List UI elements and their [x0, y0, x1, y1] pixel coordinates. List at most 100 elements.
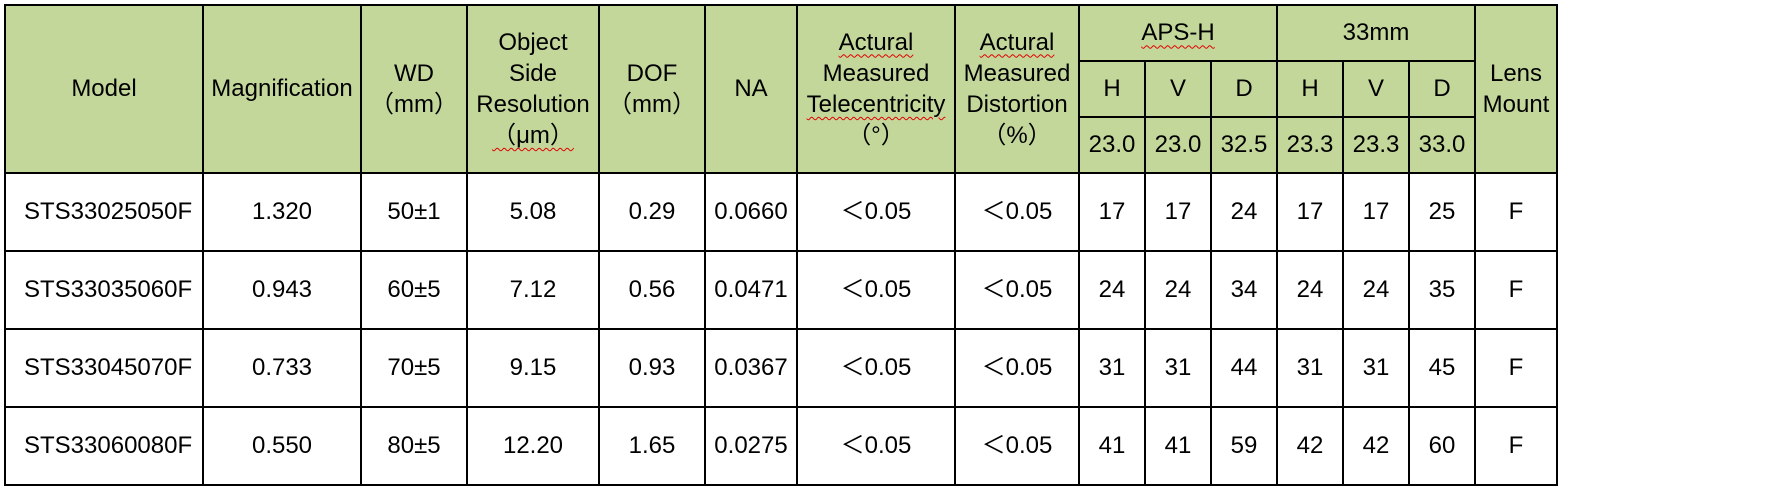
table-row: STS33045070F 0.733 70±5 9.15 0.93 0.0367…	[4, 328, 1558, 408]
header-aps-h: APS-H	[1078, 4, 1278, 62]
cell-33mm-h: 31	[1276, 328, 1344, 408]
header-aps-h-v-size: 23.0	[1144, 116, 1212, 174]
lens-spec-table: Model Magnification WD （mm） Object Side …	[4, 4, 1558, 486]
header-wd-line-2: （mm）	[370, 91, 458, 118]
header-lens-mount: Lens Mount	[1474, 4, 1558, 174]
cell-aps-h-d: 44	[1210, 328, 1278, 408]
cell-dof: 0.56	[598, 250, 706, 330]
header-dof-line-1: DOF	[626, 59, 678, 87]
header-wd: WD （mm）	[360, 4, 468, 174]
cell-33mm-v: 31	[1342, 328, 1410, 408]
cell-aps-h-h: 17	[1078, 172, 1146, 252]
cell-telecentricity: ＜0.05	[796, 406, 956, 486]
header-33mm-h: H	[1276, 60, 1344, 118]
header-na: NA	[704, 4, 798, 174]
cell-model: STS33045070F	[4, 328, 204, 408]
header-telecentricity-line-1: Actural	[838, 28, 914, 56]
cell-magnification: 1.320	[202, 172, 362, 252]
cell-resolution: 7.12	[466, 250, 600, 330]
cell-33mm-h: 17	[1276, 172, 1344, 252]
table-row: STS33035060F 0.943 60±5 7.12 0.56 0.0471…	[4, 250, 1558, 330]
header-telecentricity-line-2: Measured	[822, 59, 930, 87]
cell-aps-h-h: 24	[1078, 250, 1146, 330]
header-telecentricity: Actural Measured Telecentricity （°）	[796, 4, 956, 174]
cell-wd: 80±5	[360, 406, 468, 486]
cell-dof: 1.65	[598, 406, 706, 486]
cell-aps-h-d: 24	[1210, 172, 1278, 252]
cell-na: 0.0660	[704, 172, 798, 252]
header-resolution: Object Side Resolution （μm）	[466, 4, 600, 174]
cell-aps-h-h: 31	[1078, 328, 1146, 408]
cell-na: 0.0275	[704, 406, 798, 486]
cell-model: STS33035060F	[4, 250, 204, 330]
header-distortion: Actural Measured Distortion （%）	[954, 4, 1080, 174]
header-lens-mount-line-2: Mount	[1482, 91, 1550, 118]
cell-33mm-d: 35	[1408, 250, 1476, 330]
cell-magnification: 0.550	[202, 406, 362, 486]
header-distortion-line-1: Actural	[979, 28, 1055, 56]
header-33mm: 33mm	[1276, 4, 1476, 62]
cell-wd: 50±1	[360, 172, 468, 252]
header-resolution-line-4: （μm）	[492, 122, 574, 150]
header-lens-mount-line-1: Lens	[1489, 59, 1543, 87]
cell-magnification: 0.943	[202, 250, 362, 330]
header-aps-h-v: V	[1144, 60, 1212, 118]
header-model: Model	[4, 4, 204, 174]
cell-telecentricity: ＜0.05	[796, 328, 956, 408]
header-dof-line-2: （mm）	[608, 91, 696, 118]
header-33mm-d: D	[1408, 60, 1476, 118]
spec-table-container: Model Magnification WD （mm） Object Side …	[4, 4, 1558, 486]
header-distortion-line-4: （%）	[982, 122, 1052, 150]
cell-aps-h-v: 17	[1144, 172, 1212, 252]
cell-33mm-d: 45	[1408, 328, 1476, 408]
header-33mm-h-size: 23.3	[1276, 116, 1344, 174]
cell-resolution: 5.08	[466, 172, 600, 252]
cell-33mm-d: 25	[1408, 172, 1476, 252]
cell-aps-h-v: 41	[1144, 406, 1212, 486]
cell-wd: 60±5	[360, 250, 468, 330]
cell-distortion: ＜0.05	[954, 406, 1080, 486]
cell-aps-h-d: 59	[1210, 406, 1278, 486]
cell-na: 0.0367	[704, 328, 798, 408]
cell-aps-h-h: 41	[1078, 406, 1146, 486]
cell-distortion: ＜0.05	[954, 328, 1080, 408]
header-distortion-line-2: Measured	[963, 59, 1071, 87]
cell-lens-mount: F	[1474, 172, 1558, 252]
header-resolution-line-3: Resolution	[476, 91, 590, 118]
cell-lens-mount: F	[1474, 250, 1558, 330]
header-aps-h-label: APS-H	[1141, 19, 1215, 47]
cell-telecentricity: ＜0.05	[796, 172, 956, 252]
cell-wd: 70±5	[360, 328, 468, 408]
cell-33mm-v: 24	[1342, 250, 1410, 330]
cell-33mm-v: 17	[1342, 172, 1410, 252]
cell-aps-h-v: 24	[1144, 250, 1212, 330]
cell-33mm-d: 60	[1408, 406, 1476, 486]
header-aps-h-h-size: 23.0	[1078, 116, 1146, 174]
cell-lens-mount: F	[1474, 328, 1558, 408]
header-magnification: Magnification	[202, 4, 362, 174]
header-resolution-line-2: Side	[508, 59, 558, 87]
header-distortion-line-3: Distortion	[966, 91, 1068, 118]
header-33mm-v: V	[1342, 60, 1410, 118]
cell-dof: 0.29	[598, 172, 706, 252]
header-telecentricity-line-3: Telecentricity	[806, 91, 946, 118]
header-dof: DOF （mm）	[598, 4, 706, 174]
cell-model: STS33025050F	[4, 172, 204, 252]
cell-33mm-v: 42	[1342, 406, 1410, 486]
cell-resolution: 12.20	[466, 406, 600, 486]
cell-dof: 0.93	[598, 328, 706, 408]
header-aps-h-d: D	[1210, 60, 1278, 118]
table-body: STS33025050F 1.320 50±1 5.08 0.29 0.0660…	[4, 172, 1558, 486]
cell-aps-h-d: 34	[1210, 250, 1278, 330]
table-row: STS33060080F 0.550 80±5 12.20 1.65 0.027…	[4, 406, 1558, 486]
header-resolution-line-1: Object	[498, 28, 568, 56]
header-33mm-d-size: 33.0	[1408, 116, 1476, 174]
cell-lens-mount: F	[1474, 406, 1558, 486]
cell-33mm-h: 42	[1276, 406, 1344, 486]
cell-distortion: ＜0.05	[954, 172, 1080, 252]
header-telecentricity-line-4: （°）	[847, 122, 905, 150]
header-aps-h-h: H	[1078, 60, 1146, 118]
cell-na: 0.0471	[704, 250, 798, 330]
header-33mm-v-size: 23.3	[1342, 116, 1410, 174]
cell-telecentricity: ＜0.05	[796, 250, 956, 330]
